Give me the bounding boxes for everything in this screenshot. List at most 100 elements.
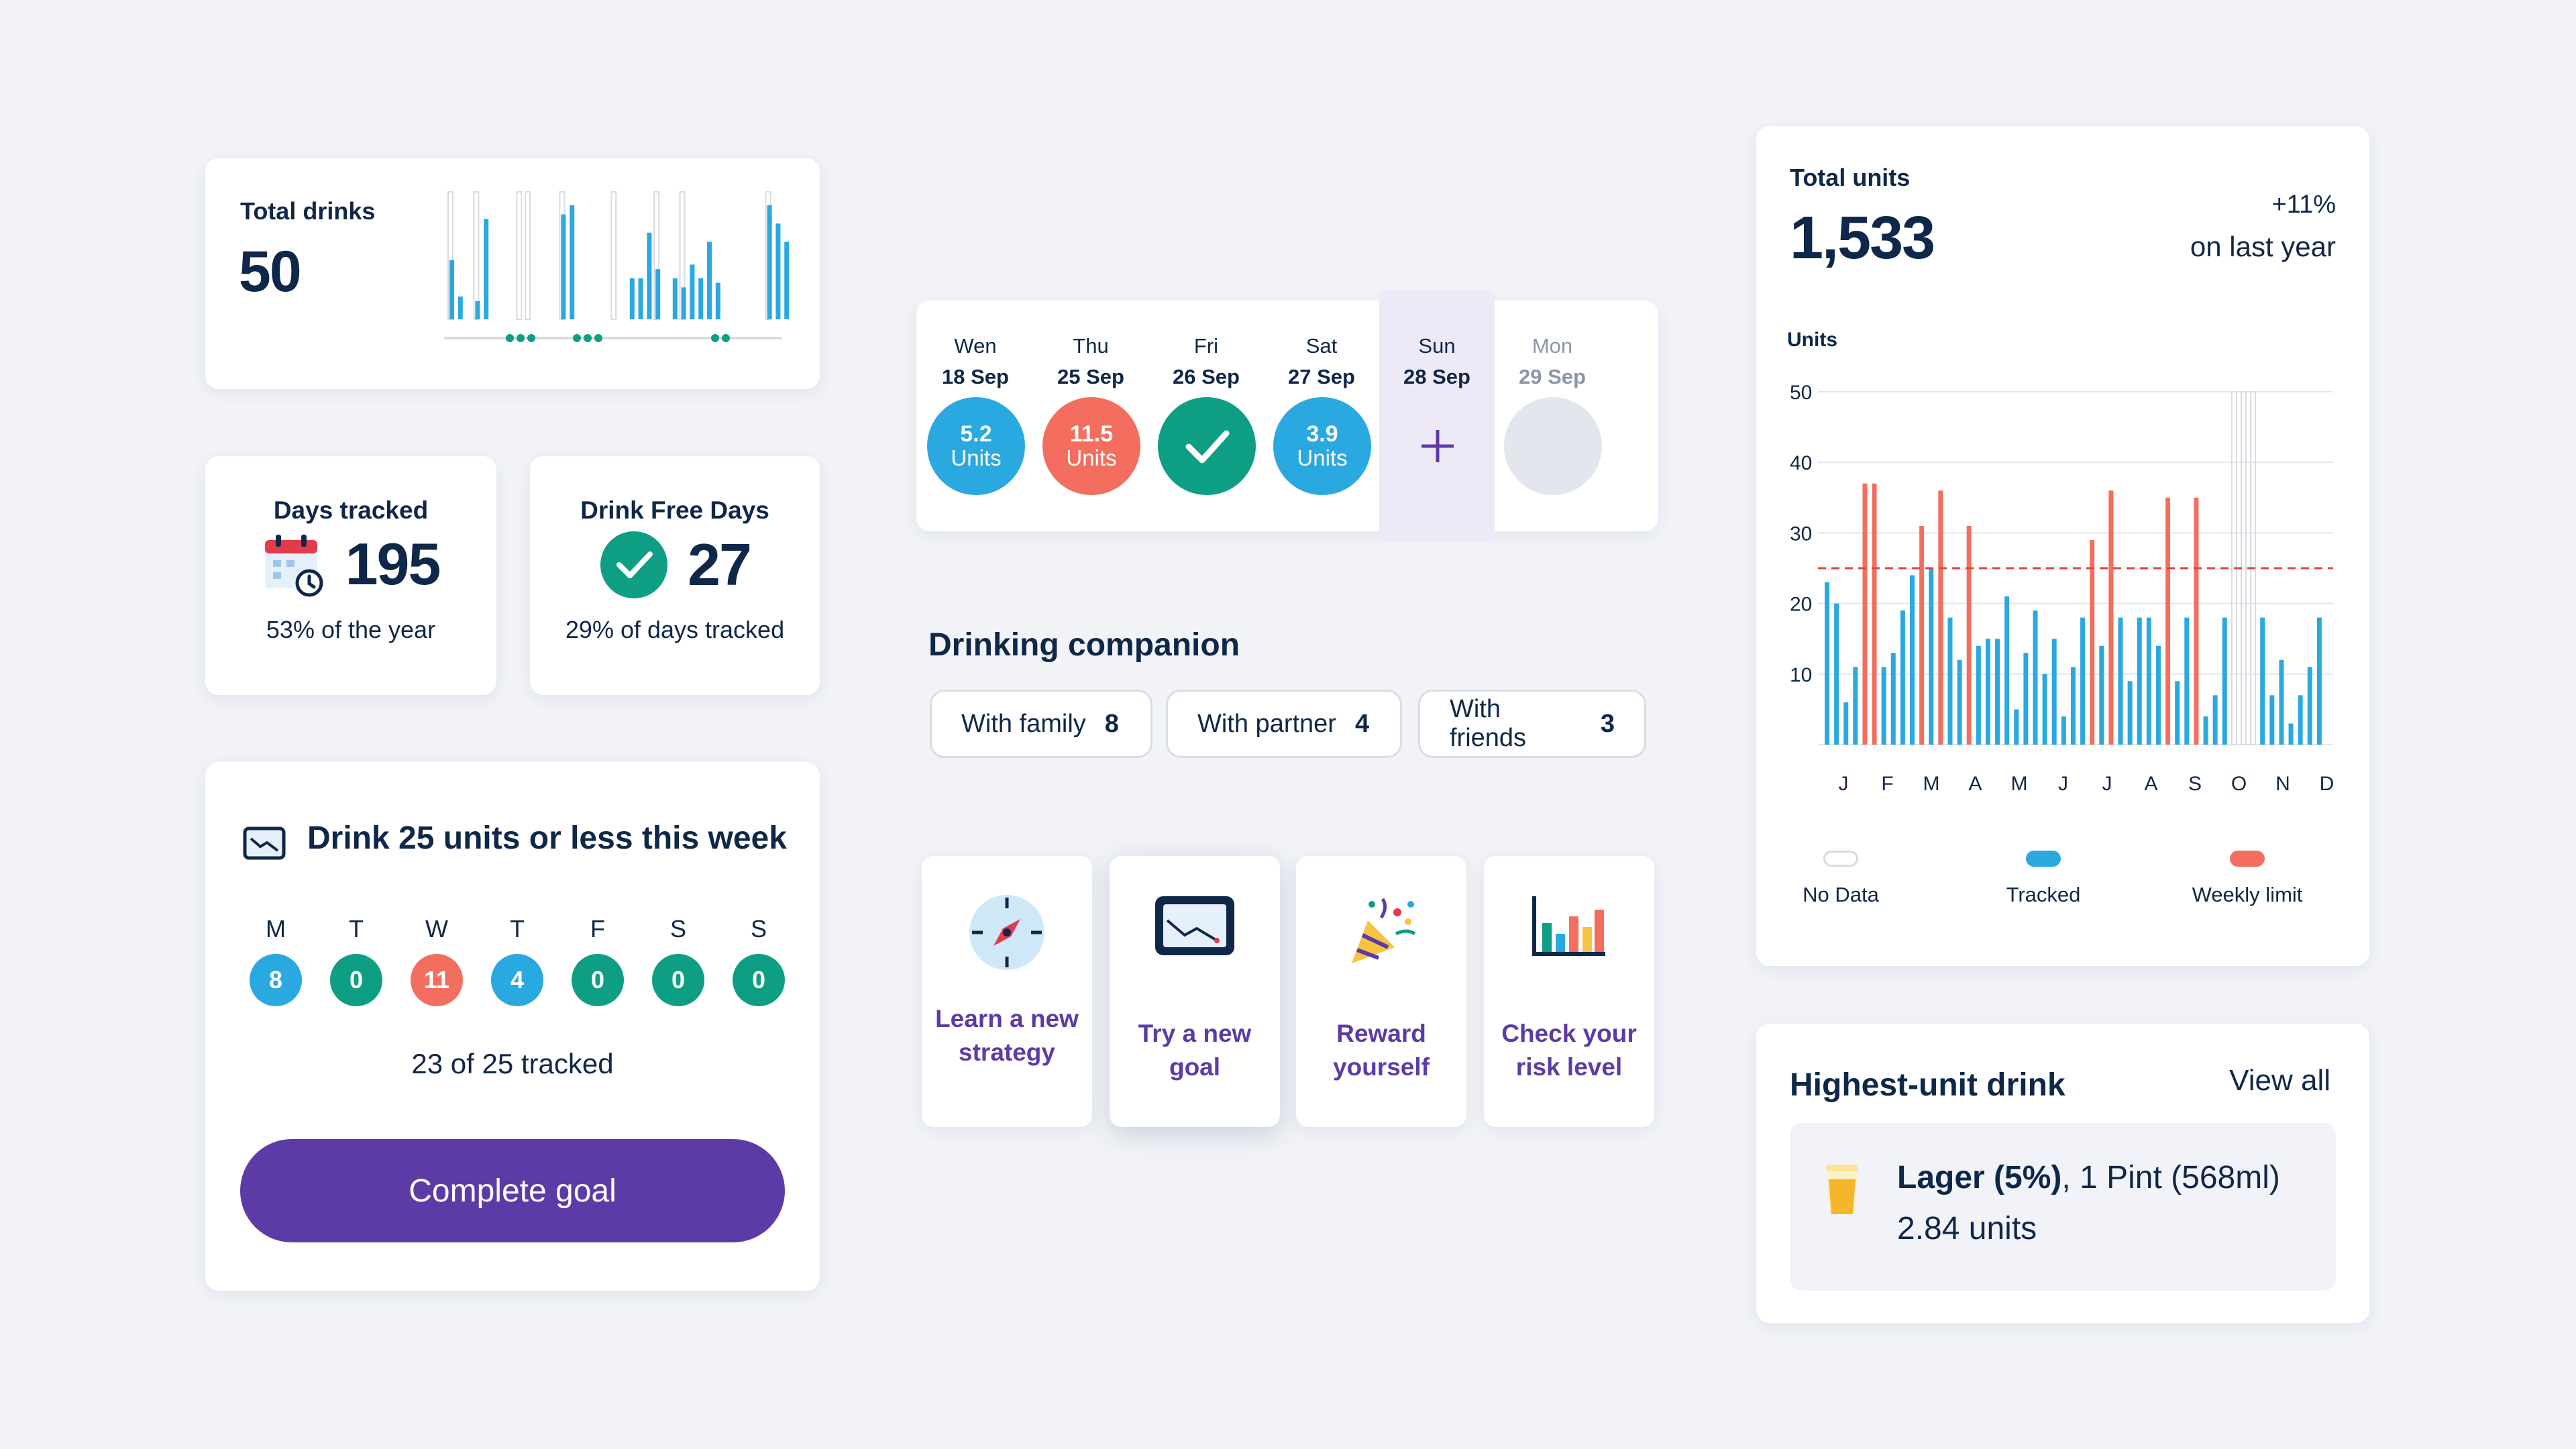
tracked-bar [2288, 723, 2294, 745]
drink-marker [711, 334, 719, 342]
drink-bar [681, 287, 686, 319]
tracked-bar [2042, 674, 2047, 745]
check-icon [1185, 430, 1230, 464]
goal-day-value: 0 [652, 954, 704, 1006]
legend-label: No Data [1803, 883, 1879, 906]
drink-bar [484, 219, 489, 319]
tracked-bar [2212, 695, 2218, 745]
tracked-bar [1957, 659, 1962, 745]
total-drinks-card[interactable]: Total drinks 50 [205, 158, 820, 389]
total-units-change: +11% [2271, 191, 2336, 219]
days-tracked-card[interactable]: Days tracked 195 53% of the year [205, 456, 496, 695]
week-day-thu[interactable]: Thu 25 Sep 11.5 Units [1033, 301, 1148, 531]
goal-day-letter: F [590, 915, 605, 943]
day-units-value: 5.2 [960, 421, 992, 447]
bar-chart-icon [1532, 896, 1605, 956]
y-tick-label: 10 [1790, 664, 1812, 686]
no-data-bar [2240, 391, 2247, 745]
tracked-bar [1853, 667, 1858, 745]
tile-risk-level[interactable]: Check your risk level [1484, 856, 1654, 1127]
tracked-bar [1890, 653, 1896, 745]
month-label: A [1968, 773, 1982, 795]
day-units-circle[interactable]: 5.2 Units [927, 397, 1025, 495]
goal-day: W 11 [411, 915, 463, 1006]
over-limit-bar [1938, 490, 1943, 745]
tracked-bar [1834, 603, 1839, 745]
tracked-bar [2260, 617, 2265, 745]
y-tick-label: 20 [1790, 594, 1812, 616]
week-day-date: 25 Sep [1057, 365, 1124, 388]
total-units-label: Total units [1790, 164, 1911, 191]
week-day-mon[interactable]: Mon 29 Sep [1495, 301, 1610, 531]
tile-learn-strategy[interactable]: Learn a new strategy [922, 856, 1092, 1127]
drink-bar [638, 278, 643, 319]
drink-name: Lager (5%) [1897, 1160, 2062, 1195]
no-data-bar [525, 191, 531, 320]
goal-day-value: 8 [250, 954, 302, 1006]
week-day-sun[interactable]: Sun 28 Sep [1379, 290, 1495, 542]
tracked-bar [1976, 645, 1981, 745]
legend-label: Tracked [2006, 883, 2081, 906]
pill-label: With family [961, 709, 1086, 738]
legend-swatch [2230, 851, 2265, 867]
complete-goal-button[interactable]: Complete goal [240, 1139, 785, 1242]
over-limit-bar [1919, 525, 1925, 745]
day-units-circle[interactable] [1504, 397, 1602, 495]
goal-day-letter: M [266, 915, 286, 943]
goal-day-letter: T [349, 915, 364, 943]
day-units-value: 3.9 [1306, 421, 1338, 447]
drink-bar [698, 278, 704, 319]
goal-day-letter: S [750, 915, 767, 943]
month-label: S [2188, 773, 2202, 795]
tracked-bar [1910, 575, 1915, 745]
legend-label: Weekly limit [2192, 883, 2303, 906]
over-limit-bar [1862, 483, 1868, 745]
legend-weekly-limit: Weekly limit [2174, 851, 2321, 907]
week-day-wen[interactable]: Wen 18 Sep 5.2 Units [918, 301, 1033, 531]
day-check-circle[interactable] [1158, 397, 1256, 495]
day-units-label: Units [1297, 445, 1348, 470]
beer-glass-icon [1826, 1165, 1858, 1214]
tracked-bar [2137, 617, 2142, 745]
goal-day-letter: W [425, 915, 448, 943]
drink-free-days-card[interactable]: Drink Free Days 27 29% of days tracked [530, 456, 820, 695]
drink-free-value: 27 [688, 531, 752, 598]
goal-day-value: 0 [572, 954, 624, 1006]
day-units-circle[interactable]: 3.9 Units [1273, 397, 1371, 495]
total-drinks-sparkline [444, 191, 789, 342]
tracked-bar [2146, 617, 2151, 745]
tile-reward[interactable]: Reward yourself [1296, 856, 1466, 1127]
pill-count: 3 [1600, 709, 1615, 738]
month-label: F [1881, 773, 1893, 795]
drink-bar [775, 223, 781, 319]
drink-bar [475, 301, 480, 319]
goal-tracked-text: 23 of 25 tracked [411, 1048, 614, 1079]
week-day-fri[interactable]: Fri 26 Sep [1148, 301, 1264, 531]
week-day-date: 18 Sep [942, 365, 1009, 388]
tile-try-goal[interactable]: Try a new goal [1110, 856, 1280, 1127]
day-units-circle[interactable]: 11.5 Units [1042, 397, 1140, 495]
days-tracked-sub: 53% of the year [266, 616, 436, 643]
day-units-label: Units [1066, 445, 1117, 470]
weekly-goal-card: Drink 25 units or less this week M 8 T 0 W 11… [205, 762, 820, 1291]
drink-marker [584, 334, 592, 342]
companion-pill-partner[interactable]: With partner 4 [1166, 690, 1402, 758]
highest-drink-item[interactable]: Lager (5%), 1 Pint (568ml) 2.84 units [1790, 1123, 2336, 1291]
companion-pill-friends[interactable]: With friends 3 [1418, 690, 1646, 758]
companion-pill-family[interactable]: With family 8 [930, 690, 1152, 758]
tile-label: Reward yourself [1333, 1020, 1430, 1081]
check-circle-icon [600, 531, 668, 598]
tracked-bar [1947, 617, 1953, 745]
tracked-bar [2004, 596, 2010, 745]
month-label: A [2144, 773, 2157, 795]
tracked-bar [2023, 653, 2029, 745]
drink-free-sub: 29% of days tracked [565, 616, 785, 643]
add-entry-button[interactable] [1389, 397, 1487, 495]
week-day-sat[interactable]: Sat 27 Sep 3.9 Units [1264, 301, 1379, 531]
goal-days: M 8 T 0 W 11 T 4 F 0 S 0 S 0 [250, 915, 785, 1006]
calendar-clock-icon [264, 535, 323, 597]
drink-size: , 1 Pint (568ml) [2061, 1160, 2280, 1195]
view-all-link[interactable]: View all [2229, 1064, 2330, 1097]
tracked-bar [2307, 667, 2312, 745]
